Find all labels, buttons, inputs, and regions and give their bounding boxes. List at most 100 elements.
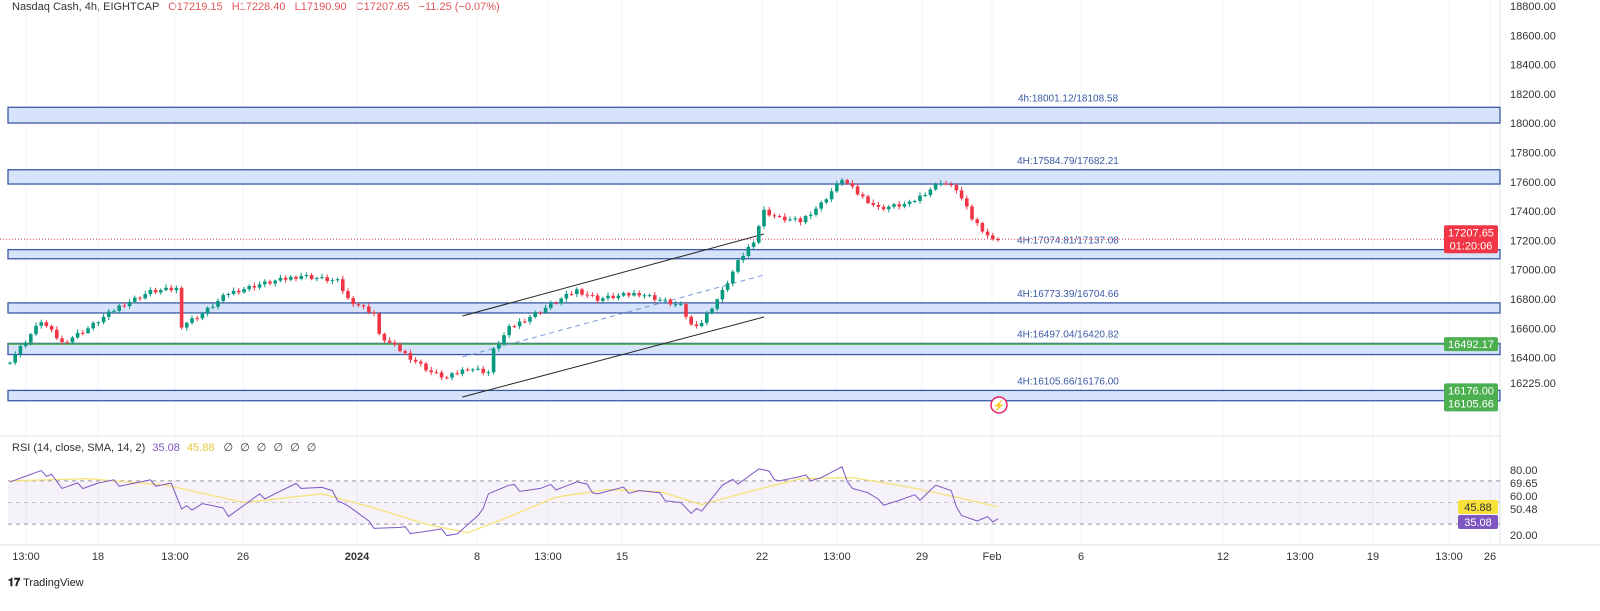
rsi-extra-values: ∅ ∅ ∅ ∅ ∅ ∅: [223, 442, 319, 454]
candle-body: [861, 194, 865, 197]
candle-body: [569, 293, 574, 295]
candle-body: [174, 287, 179, 291]
candle-body: [351, 298, 355, 305]
candle-body: [621, 293, 626, 296]
candle-body: [933, 184, 938, 190]
candle-body: [876, 204, 881, 207]
candle-body: [18, 346, 23, 355]
price-axis-label: 17800.00: [1510, 148, 1556, 160]
candle-body: [491, 348, 496, 373]
candle-body: [850, 183, 855, 187]
candle-body: [398, 344, 402, 352]
candle-body: [179, 287, 184, 328]
zone-label: 4H:17074.81/17137.08: [1017, 236, 1119, 247]
channel-upper-line: [462, 233, 765, 317]
candle-body: [902, 204, 907, 207]
candle-body: [268, 281, 272, 284]
candle-body: [751, 242, 756, 247]
candle-body: [263, 281, 267, 285]
time-axis-label: 13:00: [12, 551, 40, 563]
tradingview-logo[interactable]: 𝟏𝟕 TradingView: [8, 577, 84, 590]
price-axis-label: 17600.00: [1510, 177, 1556, 189]
candle-body: [29, 334, 33, 343]
candle-body: [507, 326, 511, 336]
time-axis-label: 13:00: [161, 551, 189, 563]
channel-mid-line: [462, 274, 765, 358]
green-line-tag-text: 16492.17: [1448, 339, 1494, 351]
low-value: L17190.90: [294, 1, 347, 13]
candle-body: [871, 203, 875, 205]
support-resistance-zone: [7, 248, 1501, 260]
candle-body: [653, 295, 657, 300]
candle-body: [980, 223, 985, 232]
time-axis-label: 29: [916, 551, 928, 563]
zone-price-tag-text: 16176.00: [1448, 385, 1494, 397]
candle-body: [252, 285, 257, 288]
candle-body: [211, 306, 215, 308]
candle-body: [777, 215, 782, 217]
candle-body: [289, 276, 293, 280]
candle-body: [689, 316, 693, 325]
candle-body: [814, 208, 818, 215]
candle-body: [283, 277, 288, 280]
time-axis-label: 13:00: [1435, 551, 1463, 563]
candle-body: [44, 322, 49, 327]
rsi-label[interactable]: RSI (14, close, SMA, 14, 2): [12, 442, 146, 454]
candle-body: [731, 271, 735, 284]
candle-body: [627, 293, 631, 296]
candle-body: [65, 342, 69, 344]
candle-body: [434, 372, 439, 374]
time-axis-label: 8: [474, 551, 480, 563]
zone-label: 4H:16497.04/16420.82: [1017, 329, 1119, 340]
candle-body: [554, 303, 558, 305]
support-resistance-zone: [7, 342, 1501, 356]
time-axis-label: 18: [92, 551, 104, 563]
price-axis-label: 16225.00: [1510, 378, 1556, 390]
candle-body: [486, 372, 491, 374]
zone-label: 4h:18001.12/18108.58: [1018, 93, 1119, 104]
candle-body: [143, 294, 147, 299]
price-axis-label: 16400.00: [1510, 353, 1556, 365]
green-line-tag: [1444, 337, 1498, 352]
candle-body: [887, 206, 891, 210]
candle-body: [835, 183, 839, 192]
candle-body: [991, 235, 995, 240]
candle-body: [23, 342, 28, 347]
candle-body: [169, 287, 173, 291]
time-axis-label: 22: [756, 551, 768, 563]
time-axis-label: Feb: [983, 551, 1002, 563]
candle-body: [939, 183, 943, 185]
candle-body: [892, 204, 896, 207]
candle-body: [377, 313, 381, 334]
candle-body: [112, 310, 116, 312]
candle-body: [965, 198, 969, 207]
candle-body: [699, 322, 704, 327]
candle-body: [49, 326, 54, 330]
zone-price-tag: [1444, 383, 1498, 412]
candle-body: [34, 325, 38, 335]
rsi-line: [9, 466, 999, 537]
rsi-sma-tag: [1458, 499, 1498, 514]
candle-body: [55, 329, 59, 339]
price-axis-label: 17400.00: [1510, 206, 1556, 218]
candle-body: [762, 209, 766, 227]
candle-body: [424, 363, 428, 371]
candle-body: [107, 311, 111, 317]
candle-body: [465, 369, 470, 371]
candle-body: [325, 277, 329, 282]
candle-body: [13, 354, 17, 363]
candle-body: [632, 292, 636, 296]
candle-body: [538, 312, 543, 314]
symbol-title[interactable]: Nasdaq Cash, 4h, EIGHTCAP: [12, 1, 160, 13]
rsi-axis-label: 69.65: [1510, 478, 1538, 490]
last-price-tag: [1444, 225, 1498, 254]
candle-body: [954, 184, 959, 191]
rsi-value-tag-text: 35.08: [1464, 517, 1492, 529]
candle-body: [918, 195, 922, 201]
candle-body: [413, 359, 418, 362]
candle-body: [159, 290, 163, 293]
candle-body: [429, 370, 433, 373]
candle-body: [840, 180, 844, 184]
candle-body: [845, 180, 849, 184]
